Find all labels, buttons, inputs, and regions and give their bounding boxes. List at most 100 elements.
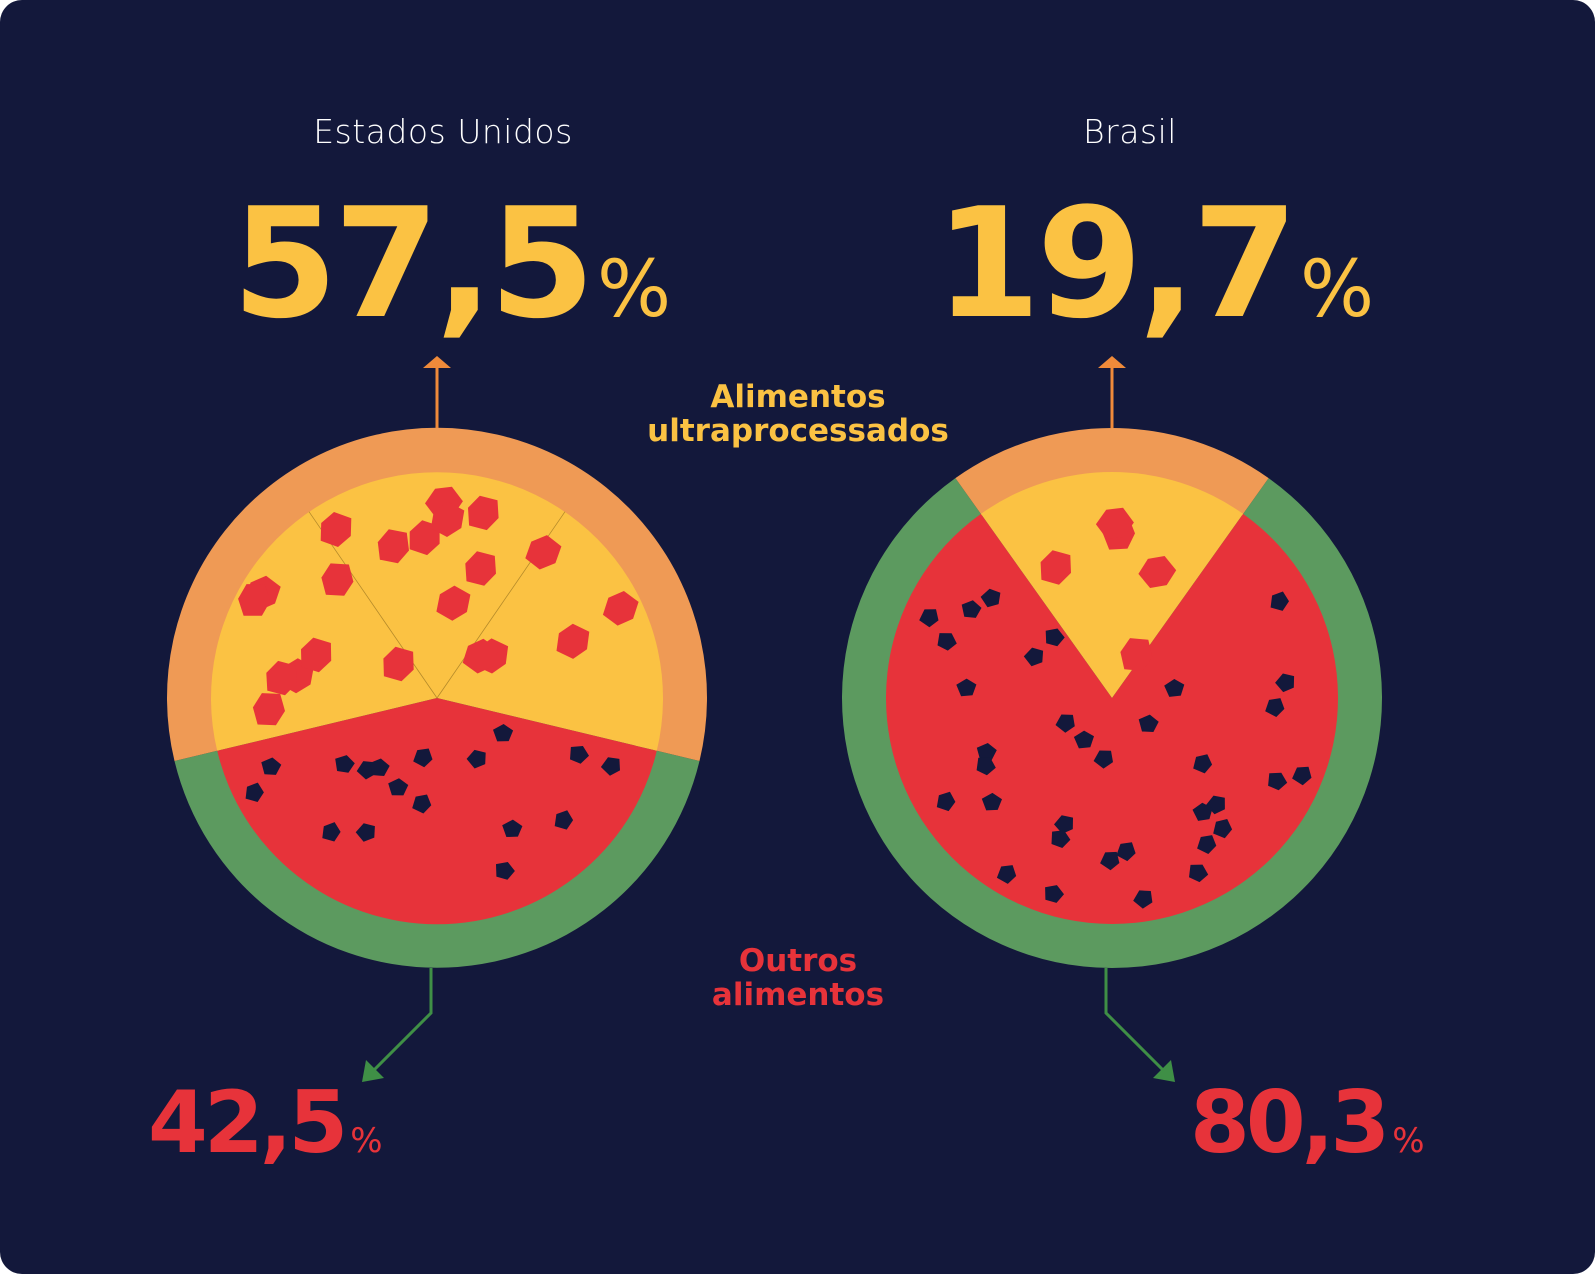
country-title-usa: Estados Unidos [313, 112, 573, 151]
seed-usa [355, 823, 375, 842]
usa-other-value: 42,5% [148, 1080, 383, 1166]
country-title-brazil: Brasil [1083, 112, 1177, 151]
seed-brazil [1023, 647, 1044, 667]
seed-brazil [1100, 851, 1120, 871]
pepperoni-usa [430, 501, 465, 537]
seed-brazil [1268, 772, 1288, 791]
seed-usa [261, 757, 282, 775]
seed-brazil [1164, 679, 1185, 697]
seed-brazil [936, 791, 956, 812]
arrow-down-usa [367, 968, 433, 1077]
pepperoni-usa [556, 623, 590, 659]
seed-brazil [1045, 885, 1064, 903]
seed-usa [600, 757, 620, 776]
seed-usa [502, 819, 523, 837]
seed-brazil [996, 865, 1017, 884]
usa-ultraprocessed-number: 57,5 [232, 175, 595, 352]
pepperoni-usa [602, 591, 639, 626]
seed-usa [322, 822, 341, 842]
seed-brazil [1192, 802, 1213, 821]
seed-brazil [1193, 754, 1213, 774]
seed-brazil [980, 588, 1001, 608]
pizza-crust-ultraprocessed-usa [166, 427, 708, 761]
pepperoni-usa [525, 535, 562, 570]
pepperoni-brazil [1120, 638, 1153, 671]
arrow-up-head-brazil [1098, 356, 1126, 368]
slice-ultraprocessed-brazil [980, 471, 1244, 698]
seed-brazil [1197, 835, 1217, 854]
seed-usa [496, 862, 515, 880]
seed-brazil [1265, 698, 1285, 717]
pepperoni-usa [321, 563, 354, 596]
seed-brazil [1275, 673, 1295, 693]
pepperoni-usa [377, 529, 409, 564]
seed-brazil [961, 600, 982, 618]
arrow-up-head-usa [423, 356, 451, 368]
seed-brazil [1055, 714, 1075, 733]
other-foods-label: Outros alimentos [618, 944, 978, 1012]
seed-brazil [956, 678, 977, 697]
seed-brazil [1138, 714, 1159, 732]
seed-usa [388, 778, 409, 796]
pepperoni-usa [320, 512, 352, 547]
brazil-other-number: 80,3 [1190, 1073, 1390, 1173]
slice-other-usa [217, 698, 657, 925]
seed-brazil [1116, 842, 1136, 862]
arrow-down-brazil [1104, 968, 1170, 1077]
brazil-ultraprocessed-number: 19,7 [935, 175, 1298, 352]
pepperoni-usa [462, 638, 499, 674]
seed-brazil [919, 609, 939, 628]
seed-usa [369, 758, 390, 776]
seed-usa [466, 749, 486, 769]
percent-sign: % [1300, 245, 1375, 335]
seed-usa [245, 782, 264, 802]
percent-sign: % [350, 1121, 383, 1161]
seed-brazil [1133, 890, 1153, 909]
seed-usa [412, 794, 432, 814]
seed-brazil [1270, 591, 1289, 611]
usa-ultraprocessed-value: 57,5% [232, 188, 671, 340]
seed-brazil [976, 757, 996, 776]
seed-brazil [1051, 830, 1071, 848]
pepperoni-usa [468, 495, 499, 531]
pepperoni-brazil [1095, 507, 1134, 539]
seed-usa [493, 724, 514, 742]
seed-brazil [976, 743, 997, 761]
usa-other-number: 42,5 [148, 1073, 348, 1173]
arrow-down-head-usa [362, 1060, 384, 1082]
ultraprocessed-label: Alimentos ultraprocessados [618, 380, 978, 448]
seed-brazil [1189, 864, 1209, 883]
pepperoni-usa [383, 646, 414, 682]
pepperoni-brazil [1040, 550, 1071, 585]
percent-sign: % [597, 245, 672, 335]
seed-usa [413, 748, 433, 768]
pepperoni-usa [301, 637, 332, 673]
ultraprocessed-label-line1: Alimentos [710, 379, 886, 415]
seed-usa [335, 755, 355, 773]
brazil-ultraprocessed-value: 19,7% [935, 188, 1374, 340]
seed-brazil [981, 792, 1002, 811]
pepperoni-brazil [1138, 556, 1177, 588]
percent-sign: % [1392, 1121, 1425, 1161]
seed-usa [570, 746, 589, 764]
pepperoni-usa [238, 584, 271, 616]
arrow-down-head-brazil [1153, 1060, 1175, 1082]
ultraprocessed-label-line2: ultraprocessados [647, 413, 949, 449]
other-foods-label-line1: Outros [738, 943, 858, 979]
seed-brazil [1093, 750, 1113, 769]
brazil-other-value: 80,3% [1190, 1080, 1425, 1166]
other-foods-label-line2: alimentos [711, 977, 885, 1013]
seed-usa [554, 810, 574, 830]
pepperoni-usa [252, 693, 285, 726]
pepperoni-usa [266, 660, 297, 696]
seed-brazil [1054, 815, 1073, 834]
pepperoni-usa [465, 551, 496, 586]
pizza-crust-ultraprocessed-brazil [955, 428, 1269, 516]
seed-brazil [1045, 628, 1065, 647]
pizza-rind-other-usa [174, 750, 700, 968]
pepperoni-usa [436, 585, 471, 621]
seed-brazil [1073, 730, 1094, 749]
seed-brazil [1213, 819, 1233, 839]
